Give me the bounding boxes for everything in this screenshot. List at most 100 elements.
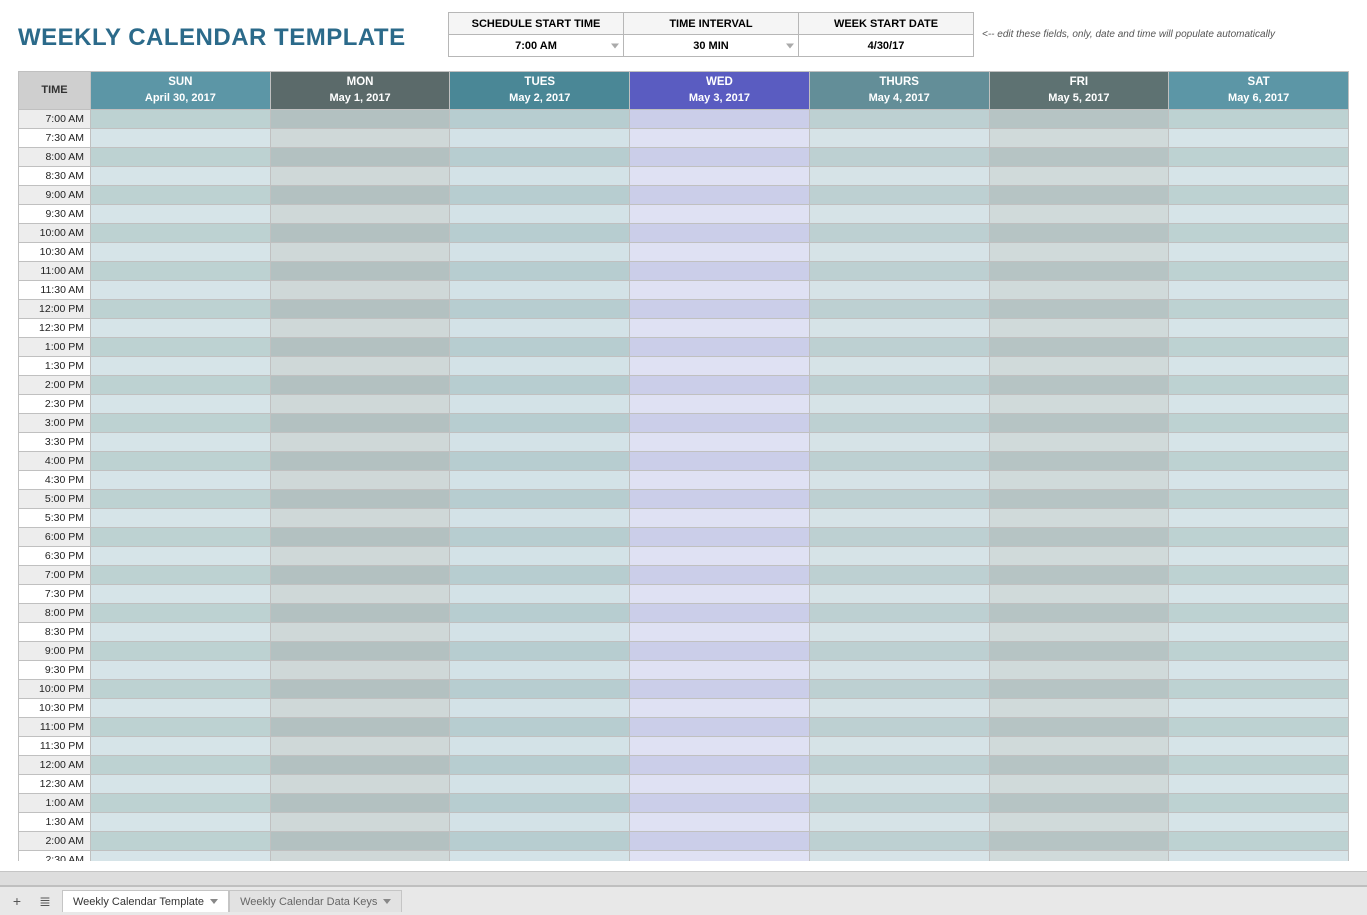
calendar-cell[interactable] [450,319,630,338]
calendar-cell[interactable] [450,756,630,775]
calendar-cell[interactable] [450,129,630,148]
calendar-cell[interactable] [91,756,271,775]
calendar-cell[interactable] [450,167,630,186]
calendar-cell[interactable] [809,794,989,813]
calendar-cell[interactable] [630,471,810,490]
calendar-cell[interactable] [450,851,630,862]
calendar-cell[interactable] [630,547,810,566]
calendar-cell[interactable] [270,813,450,832]
calendar-cell[interactable] [1169,756,1349,775]
calendar-cell[interactable] [630,775,810,794]
calendar-cell[interactable] [630,395,810,414]
calendar-cell[interactable] [809,414,989,433]
calendar-cell[interactable] [1169,604,1349,623]
calendar-cell[interactable] [809,642,989,661]
week-start-date-cell[interactable]: 4/30/17 [799,35,974,57]
calendar-cell[interactable] [450,566,630,585]
calendar-cell[interactable] [450,452,630,471]
calendar-cell[interactable] [1169,110,1349,129]
calendar-cell[interactable] [450,262,630,281]
calendar-cell[interactable] [1169,471,1349,490]
calendar-cell[interactable] [630,281,810,300]
calendar-cell[interactable] [630,262,810,281]
calendar-cell[interactable] [270,338,450,357]
calendar-cell[interactable] [91,547,271,566]
calendar-cell[interactable] [630,794,810,813]
calendar-cell[interactable] [989,319,1169,338]
calendar-cell[interactable] [809,737,989,756]
calendar-cell[interactable] [809,471,989,490]
calendar-cell[interactable] [270,395,450,414]
calendar-cell[interactable] [809,661,989,680]
calendar-cell[interactable] [91,376,271,395]
calendar-cell[interactable] [809,376,989,395]
calendar-cell[interactable] [630,737,810,756]
calendar-cell[interactable] [809,490,989,509]
calendar-cell[interactable] [270,737,450,756]
calendar-cell[interactable] [450,110,630,129]
calendar-cell[interactable] [450,794,630,813]
calendar-cell[interactable] [630,623,810,642]
calendar-cell[interactable] [91,832,271,851]
calendar-cell[interactable] [630,680,810,699]
calendar-cell[interactable] [1169,661,1349,680]
calendar-cell[interactable] [989,509,1169,528]
calendar-cell[interactable] [1169,319,1349,338]
calendar-cell[interactable] [1169,585,1349,604]
calendar-cell[interactable] [91,680,271,699]
calendar-cell[interactable] [1169,832,1349,851]
calendar-cell[interactable] [91,585,271,604]
calendar-cell[interactable] [450,224,630,243]
calendar-cell[interactable] [450,699,630,718]
calendar-cell[interactable] [989,471,1169,490]
calendar-cell[interactable] [450,357,630,376]
calendar-cell[interactable] [1169,737,1349,756]
calendar-cell[interactable] [809,110,989,129]
calendar-cell[interactable] [91,813,271,832]
calendar-cell[interactable] [450,813,630,832]
calendar-cell[interactable] [809,813,989,832]
calendar-cell[interactable] [630,566,810,585]
sheet-tab[interactable]: Weekly Calendar Template [62,890,229,912]
calendar-cell[interactable] [989,243,1169,262]
calendar-cell[interactable] [1169,243,1349,262]
calendar-cell[interactable] [270,452,450,471]
calendar-cell[interactable] [809,604,989,623]
calendar-cell[interactable] [809,832,989,851]
calendar-cell[interactable] [270,471,450,490]
calendar-cell[interactable] [450,832,630,851]
calendar-cell[interactable] [989,566,1169,585]
calendar-cell[interactable] [989,490,1169,509]
calendar-cell[interactable] [91,148,271,167]
calendar-cell[interactable] [91,319,271,338]
calendar-cell[interactable] [1169,851,1349,862]
calendar-cell[interactable] [91,224,271,243]
calendar-cell[interactable] [809,186,989,205]
calendar-cell[interactable] [450,775,630,794]
calendar-cell[interactable] [989,205,1169,224]
calendar-cell[interactable] [1169,566,1349,585]
calendar-cell[interactable] [270,300,450,319]
calendar-cell[interactable] [630,148,810,167]
calendar-cell[interactable] [450,490,630,509]
calendar-cell[interactable] [809,851,989,862]
calendar-cell[interactable] [450,376,630,395]
calendar-cell[interactable] [450,243,630,262]
calendar-cell[interactable] [1169,338,1349,357]
calendar-cell[interactable] [270,718,450,737]
calendar-cell[interactable] [809,433,989,452]
calendar-cell[interactable] [270,490,450,509]
calendar-cell[interactable] [91,566,271,585]
calendar-cell[interactable] [450,642,630,661]
calendar-cell[interactable] [1169,547,1349,566]
calendar-cell[interactable] [809,224,989,243]
calendar-cell[interactable] [450,186,630,205]
calendar-cell[interactable] [1169,642,1349,661]
add-sheet-button[interactable]: + [6,891,28,911]
calendar-cell[interactable] [1169,186,1349,205]
calendar-cell[interactable] [1169,300,1349,319]
calendar-cell[interactable] [809,338,989,357]
calendar-cell[interactable] [1169,623,1349,642]
calendar-cell[interactable] [989,262,1169,281]
calendar-cell[interactable] [989,604,1169,623]
